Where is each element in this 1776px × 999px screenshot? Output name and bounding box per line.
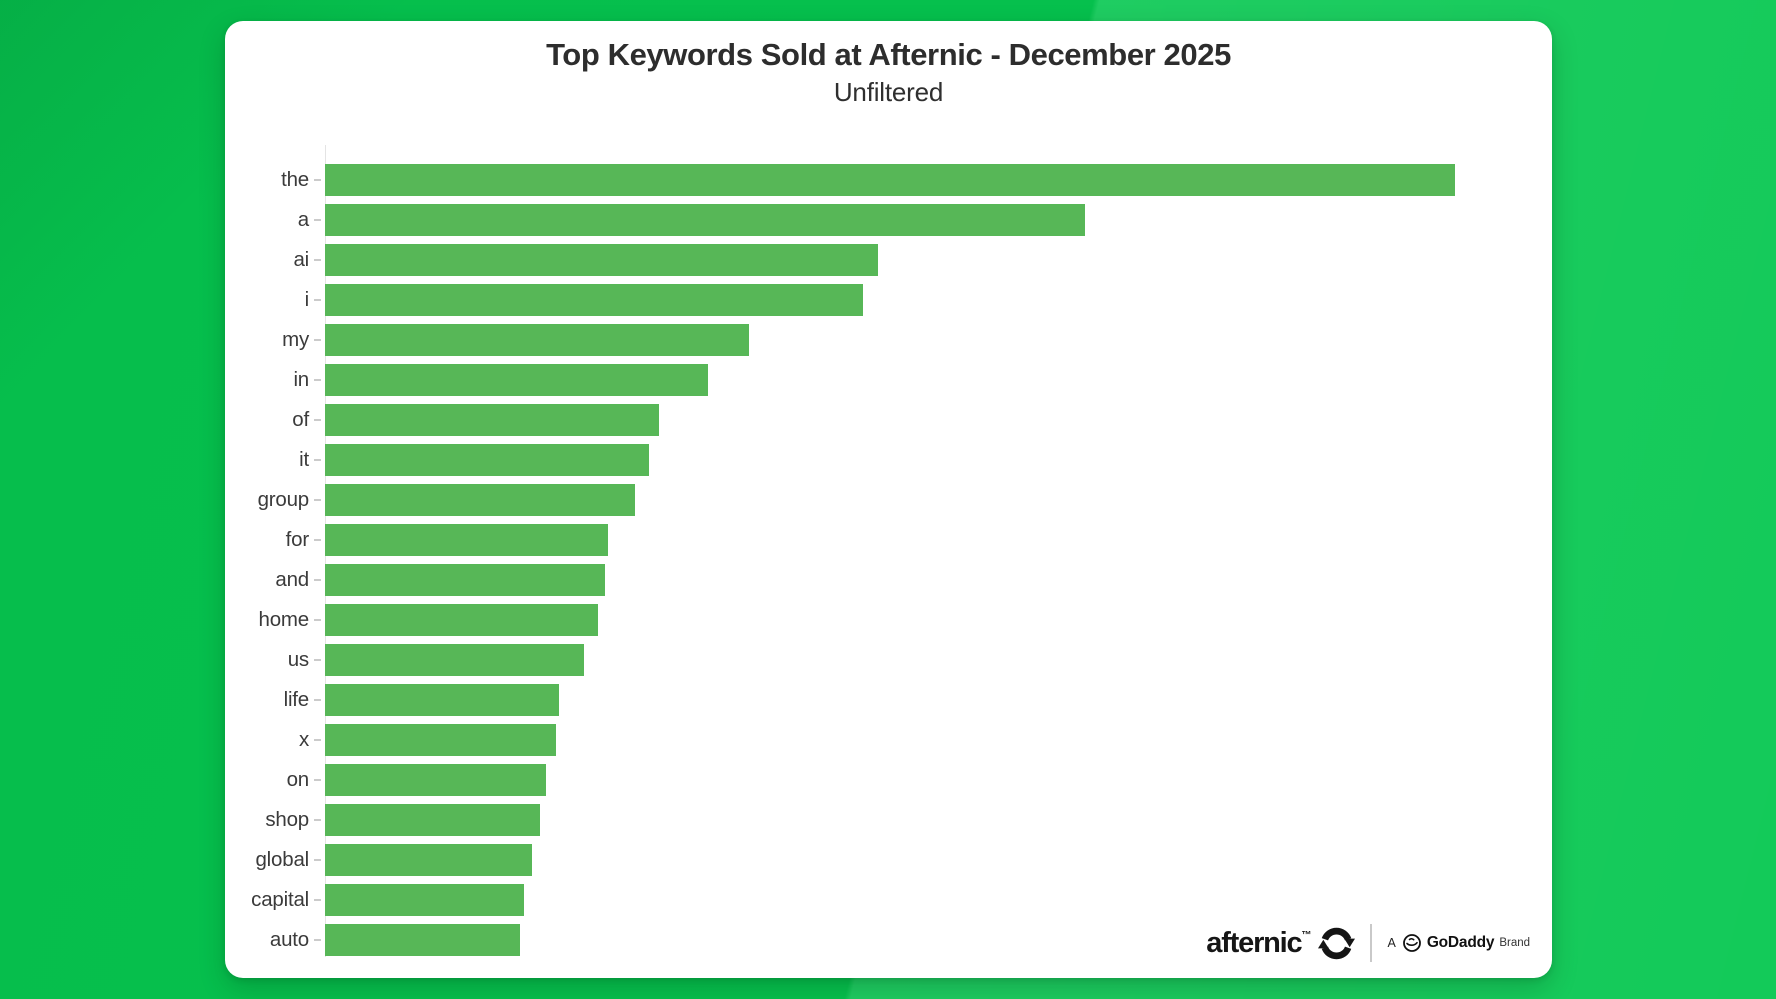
category-label: ai: [293, 248, 309, 271]
category-label: on: [286, 768, 310, 791]
bar-row: of: [225, 400, 1552, 440]
category-label: for: [285, 528, 310, 551]
godaddy-byline: A GoDaddy Brand: [1387, 933, 1530, 953]
category-label: in: [293, 368, 309, 391]
bar: [325, 164, 1455, 196]
byline-suffix: Brand: [1499, 937, 1530, 949]
axis-tick: [314, 419, 321, 421]
axis-tick: [314, 899, 321, 901]
axis-tick: [314, 739, 321, 741]
bar: [325, 724, 556, 756]
axis-tick: [314, 619, 321, 621]
axis-tick: [314, 499, 321, 501]
category-label: group: [257, 488, 310, 511]
bar: [325, 604, 599, 636]
bar-row: the: [225, 160, 1552, 200]
category-label: and: [275, 568, 309, 591]
bar-row: life: [225, 680, 1552, 720]
bar: [325, 844, 532, 876]
chart-card: Top Keywords Sold at Afternic - December…: [225, 21, 1552, 978]
axis-tick: [314, 299, 321, 301]
bar-row: ai: [225, 240, 1552, 280]
bar-chart: the a ai i my in of it group for and home us life x on s…: [225, 160, 1552, 960]
bar: [325, 924, 521, 956]
bar-row: global: [225, 840, 1552, 880]
footer-branding: afternic™ A GoDaddy Brand: [1206, 924, 1530, 962]
category-label: the: [281, 168, 309, 191]
category-label: home: [258, 608, 310, 631]
bar: [325, 644, 584, 676]
axis-tick: [314, 939, 321, 941]
category-label: i: [304, 288, 310, 311]
bar-row: my: [225, 320, 1552, 360]
bar: [325, 204, 1086, 236]
axis-tick: [314, 539, 321, 541]
bar: [325, 564, 606, 596]
bar-row: a: [225, 200, 1552, 240]
bar-row: x: [225, 720, 1552, 760]
axis-tick: [314, 219, 321, 221]
bar: [325, 444, 650, 476]
bar: [325, 324, 749, 356]
afternic-logo: afternic™: [1206, 926, 1312, 959]
bar: [325, 364, 709, 396]
bar: [325, 524, 608, 556]
axis-tick: [314, 579, 321, 581]
category-label: it: [299, 448, 309, 471]
bar-row: and: [225, 560, 1552, 600]
bar: [325, 804, 540, 836]
category-label: a: [297, 208, 309, 231]
axis-tick: [314, 699, 321, 701]
bar-row: home: [225, 600, 1552, 640]
bar-row: shop: [225, 800, 1552, 840]
bar-row: for: [225, 520, 1552, 560]
category-label: capital: [251, 888, 309, 911]
chart-title: Top Keywords Sold at Afternic - December…: [546, 37, 1231, 72]
byline-prefix: A: [1387, 936, 1396, 950]
bar-row: it: [225, 440, 1552, 480]
bar-row: group: [225, 480, 1552, 520]
bar: [325, 284, 863, 316]
category-label: of: [292, 408, 309, 431]
byline-brand: GoDaddy: [1426, 934, 1495, 951]
bar-row: capital: [225, 880, 1552, 920]
axis-tick: [314, 179, 321, 181]
category-label: x: [298, 728, 309, 751]
axis-tick: [314, 659, 321, 661]
category-label: global: [255, 848, 309, 871]
afternic-circular-arrows-icon: [1318, 927, 1356, 959]
category-label: shop: [265, 808, 309, 831]
bar: [325, 244, 878, 276]
bar: [325, 484, 635, 516]
axis-tick: [314, 259, 321, 261]
category-label: life: [283, 688, 310, 711]
bar: [325, 404, 660, 436]
axis-tick: [314, 779, 321, 781]
category-label: my: [282, 328, 309, 351]
axis-tick: [314, 379, 321, 381]
chart-subtitle: Unfiltered: [833, 77, 944, 107]
bar-row: i: [225, 280, 1552, 320]
bar-row: on: [225, 760, 1552, 800]
bar: [325, 884, 524, 916]
godaddy-icon: [1402, 934, 1421, 952]
axis-tick: [314, 459, 321, 461]
category-label: auto: [269, 928, 309, 951]
axis-tick: [314, 819, 321, 821]
trademark-symbol: ™: [1301, 929, 1312, 941]
bar: [325, 764, 547, 796]
axis-tick: [314, 859, 321, 861]
divider: [1370, 924, 1373, 962]
bar-row: us: [225, 640, 1552, 680]
category-label: us: [287, 648, 309, 671]
axis-tick: [314, 339, 321, 341]
bar-row: auto: [225, 920, 1552, 960]
bar: [325, 684, 559, 716]
bar-row: in: [225, 360, 1552, 400]
afternic-wordmark-text: afternic: [1206, 926, 1302, 959]
